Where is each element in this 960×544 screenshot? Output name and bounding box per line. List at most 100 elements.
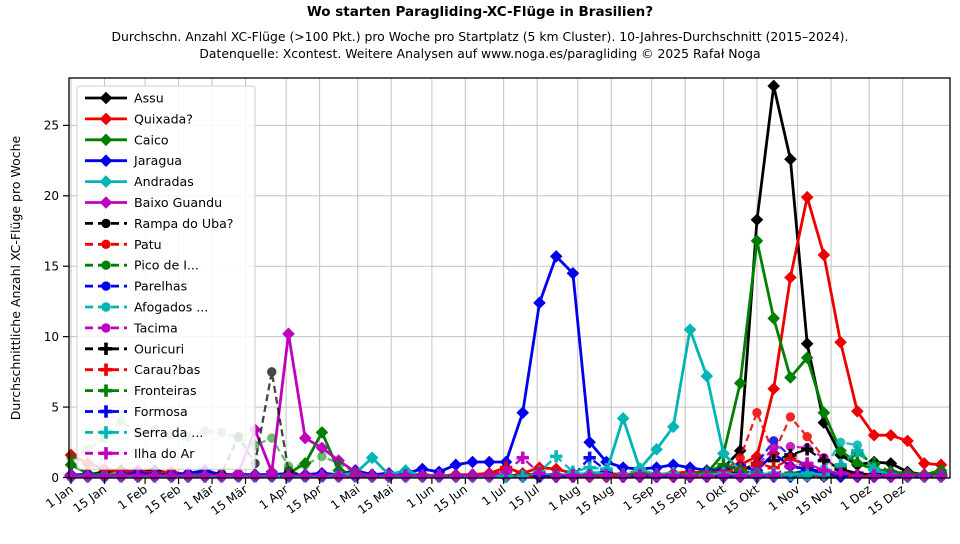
point-marker (784, 371, 797, 384)
point-marker (466, 455, 479, 469)
legend-marker (101, 281, 111, 291)
point-marker (64, 458, 78, 472)
point-marker (298, 431, 312, 445)
legend-item-parelhas: Parelhas (85, 279, 187, 294)
legend-item-quixada-: Quixada? (85, 111, 193, 126)
legend-marker (101, 239, 111, 249)
legend-label: Ouricuri (134, 341, 184, 356)
y-tick-label: 0 (51, 471, 59, 485)
legend-marker (101, 302, 111, 312)
point-marker (901, 434, 914, 448)
legend-item-afogados-: Afogados ... (85, 300, 208, 315)
point-marker (767, 382, 780, 396)
legend-label: Caico (134, 132, 169, 147)
legend-item-patu: Patu (85, 237, 162, 252)
point-marker (717, 447, 730, 460)
point-marker (616, 412, 630, 425)
legend-label: Patu (134, 237, 162, 252)
point-marker (315, 426, 329, 439)
legend-item-caico: Caico (85, 132, 169, 147)
point-marker (768, 443, 779, 453)
chart-subtitle-line2: Datenquelle: Xcontest. Weitere Analysen … (199, 46, 760, 61)
legend-label: Parelhas (134, 279, 187, 294)
point-marker (884, 457, 898, 470)
series-layer (64, 79, 948, 484)
point-marker (416, 462, 429, 476)
point-marker (750, 213, 764, 227)
legend-label: Assu (134, 91, 164, 106)
point-marker (784, 271, 797, 284)
point-marker (800, 337, 814, 350)
point-marker (884, 428, 898, 442)
legend-marker (101, 323, 111, 333)
point-marker (449, 458, 463, 472)
legend-label: Ilha do Ar (134, 446, 195, 461)
point-marker (752, 408, 762, 418)
legend-label: Baixo Guandu (134, 195, 222, 210)
point-marker (667, 458, 680, 472)
point-marker (650, 461, 663, 474)
legend-item-fronteiras: Fronteiras (85, 383, 197, 398)
point-marker (583, 435, 596, 449)
point-marker (516, 406, 530, 420)
point-marker (785, 412, 796, 422)
legend-label: Rampa do Uba? (134, 216, 234, 231)
point-marker (835, 437, 846, 447)
legend-label: Jaragua (133, 153, 182, 168)
point-marker (549, 250, 563, 263)
chart-subtitle-line1: Durchschn. Anzahl XC-Flüge (>100 Pkt.) p… (112, 29, 849, 44)
y-tick-label: 10 (44, 330, 59, 344)
legend-marker (99, 175, 113, 188)
point-marker (566, 266, 580, 280)
point-marker (785, 441, 796, 452)
point-marker (917, 457, 931, 470)
legend-item-ouricuri: Ouricuri (85, 341, 184, 356)
point-marker (315, 441, 329, 455)
legend-label: Fronteiras (134, 383, 197, 398)
y-axis-label: Durchschnittliche Anzahl XC-Flüge pro Wo… (8, 135, 23, 420)
point-marker (784, 152, 797, 166)
point-marker (768, 436, 779, 446)
point-marker (616, 461, 630, 474)
point-marker (817, 248, 831, 262)
point-marker (683, 323, 697, 336)
legend-label: Tacima (133, 320, 178, 335)
legend-marker (99, 196, 113, 209)
y-tick-label: 25 (44, 119, 59, 133)
chart-title: Wo starten Paragliding-XC-Flüge in Brasi… (307, 4, 653, 20)
legend-item-jaragua: Jaragua (85, 153, 182, 168)
legend-marker (99, 112, 113, 126)
point-marker (650, 443, 663, 456)
legend-label: Serra da ... (134, 425, 203, 440)
point-marker (733, 376, 747, 390)
point-marker (867, 428, 881, 442)
point-marker (700, 369, 714, 383)
point-marker (767, 79, 780, 93)
legend: Assu Quixada? Caico Jaragua Andradas Baixo Gu… (76, 85, 256, 470)
point-marker (767, 312, 780, 325)
legend-marker (101, 260, 111, 270)
y-tick-label: 20 (44, 189, 59, 203)
legend-label: Carau?bas (134, 362, 200, 377)
point-marker (267, 433, 277, 443)
point-marker (317, 451, 327, 462)
point-marker (66, 453, 76, 463)
point-marker (817, 406, 831, 420)
legend-marker (99, 91, 113, 105)
legend-label: Quixada? (134, 111, 193, 126)
legend-label: Andradas (134, 174, 194, 189)
point-marker (267, 367, 277, 377)
legend-item-ilha-do-ar: Ilha do Ar (85, 446, 195, 461)
point-marker (300, 460, 310, 470)
point-marker (834, 444, 847, 458)
y-tick-label: 5 (51, 400, 59, 414)
point-marker (333, 458, 344, 469)
legend-item-rampa-do-uba-: Rampa do Uba? (85, 216, 234, 231)
legend-item-tacima: Tacima (85, 320, 178, 335)
point-marker (851, 457, 864, 470)
point-marker (533, 296, 546, 310)
legend-marker (101, 218, 111, 229)
legend-marker (99, 133, 113, 147)
point-marker (667, 420, 680, 434)
